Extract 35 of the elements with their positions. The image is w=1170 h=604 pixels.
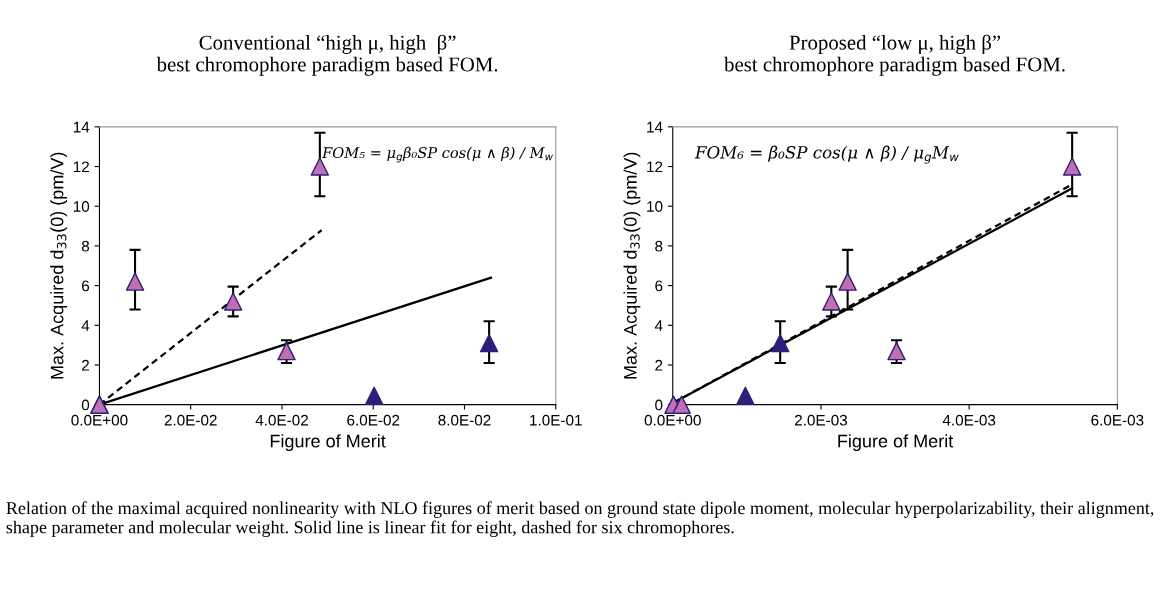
y-tick-label: 10 [73, 201, 90, 212]
x-tick-label: 2.0E-03 [794, 414, 848, 426]
x-tick-label: 0.0E+00 [644, 414, 701, 426]
y-tick-label: 4 [654, 320, 663, 331]
x-tick-label: 4.0E-02 [255, 414, 308, 426]
y-axis-title: Max. Acquired d$_{33}$(0) (pm/V) [623, 152, 641, 379]
chart-title: Conventional “high μ, high β” best chromophore paradigm based FOM. [156, 34, 498, 76]
y-tick-label: 8 [655, 240, 663, 252]
annotation: FOM₆ = β₀SP cos(μ ∧ β) / μ$_{g}$M$_{w}$ [694, 145, 959, 164]
x-axis-title: Figure of Merit [838, 434, 954, 452]
x-tick-label: 8.0E-02 [438, 414, 491, 426]
x-tick-label: 4.0E-03 [942, 414, 996, 426]
x-tick-label: 2.0E-02 [164, 414, 217, 426]
chart-title: Proposed “low μ, high β” best chromophore paradigm based FOM. [724, 34, 1065, 76]
y-tick-label: 6 [655, 280, 663, 292]
y-tick-label: 12 [647, 161, 663, 173]
y-tick-label: 2 [82, 359, 89, 371]
y-tick-label: 8 [81, 240, 90, 252]
y-tick-label: 10 [647, 201, 663, 212]
y-tick-label: 14 [73, 121, 90, 133]
x-tick-label: 6.0E-02 [347, 414, 400, 426]
y-tick-label: 4 [81, 320, 90, 331]
x-tick-label: 1.0E-01 [530, 414, 582, 426]
y-tick-label: 12 [73, 161, 89, 173]
y-tick-label: 6 [82, 280, 90, 292]
x-axis-title: Figure of Merit [270, 434, 386, 452]
y-tick-label: 0 [655, 399, 663, 411]
y-tick-label: 2 [655, 359, 663, 371]
y-tick-label: 14 [647, 121, 663, 133]
y-tick-label: 0 [81, 399, 90, 411]
text: Relation of the maximal acquired nonlinearity with NLO figures of merit based on ground state dipole moment, molecular hyperpolarizability, their alignment, shape parameter and molecular weight. Solid line is linear fit for eight, dashed for six chromophores. [6, 501, 1154, 538]
y-axis-title: Max. Acquired d$_{33}$(0) (pm/V) [50, 152, 68, 379]
x-tick-label: 0.0E+00 [71, 414, 128, 426]
annotation: FOM₅ = μ$_{g}$β₀SP cos(μ ∧ β) / M$_{w}$ [321, 146, 554, 163]
x-tick-label: 6.0E-03 [1091, 414, 1144, 426]
